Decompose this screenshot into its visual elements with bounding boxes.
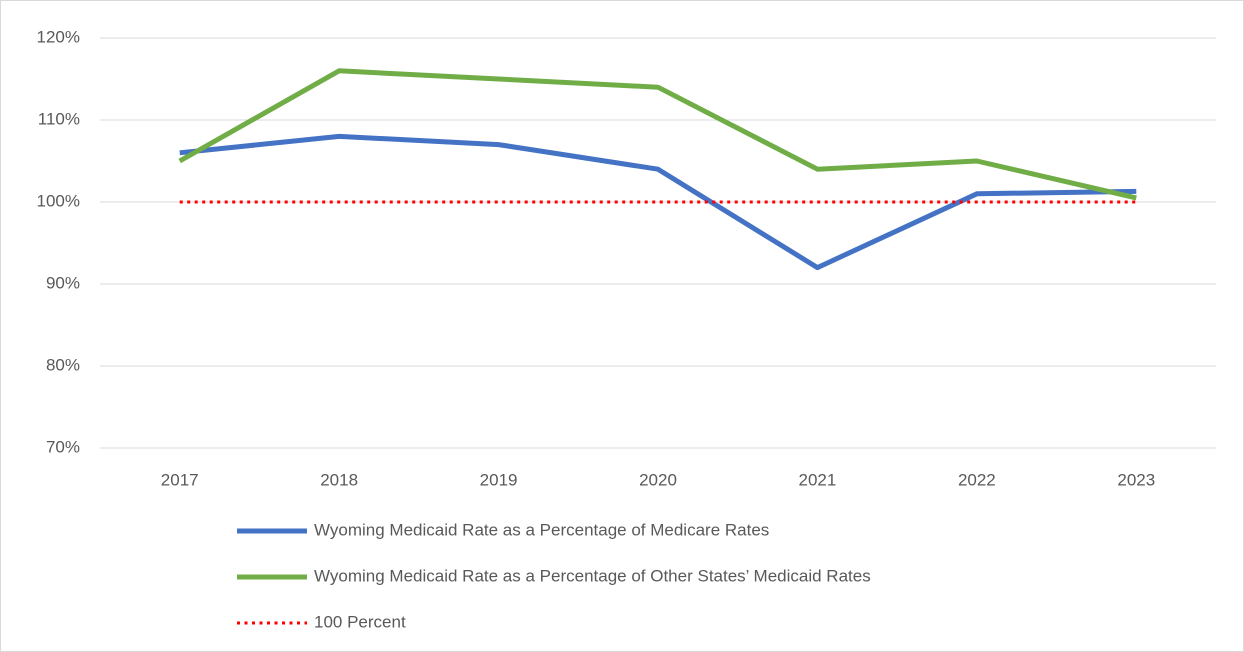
series-line: [179, 133, 1137, 271]
legend-label: Wyoming Medicaid Rate as a Percentage of…: [314, 566, 871, 585]
y-tick-label: 70%: [46, 437, 80, 456]
y-tick-label: 80%: [46, 355, 80, 374]
y-tick-label: 100%: [37, 191, 80, 210]
x-tick-label: 2022: [958, 470, 996, 489]
y-tick-label: 120%: [37, 27, 80, 46]
x-tick-label: 2023: [1117, 470, 1155, 489]
y-tick-label: 110%: [38, 109, 80, 128]
series-line: [178, 68, 1137, 201]
legend-label: 100 Percent: [314, 612, 406, 631]
x-tick-label: 2020: [639, 470, 677, 489]
y-tick-label: 90%: [46, 273, 80, 292]
legend-label: Wyoming Medicaid Rate as a Percentage of…: [314, 520, 769, 539]
x-tick-label: 2018: [320, 470, 358, 489]
x-tick-label: 2021: [799, 470, 837, 489]
x-tick-label: 2017: [161, 470, 199, 489]
x-tick-label: 2019: [480, 470, 518, 489]
